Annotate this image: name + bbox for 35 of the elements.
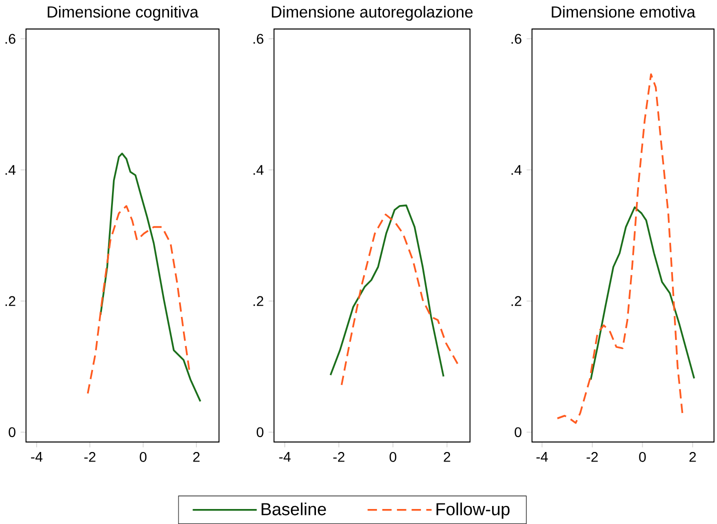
legend-label: Baseline	[262, 502, 326, 516]
x-tick-label: -2	[586, 452, 598, 462]
legend-label: Follow-up	[436, 502, 510, 519]
x-tick-label: 0	[639, 452, 646, 462]
x-tick-label: -4	[536, 452, 548, 462]
y-tick-label: .2	[6, 296, 16, 306]
y-tick-label: .2	[254, 296, 264, 306]
chart-title: Dimensione cognitiva	[48, 6, 198, 21]
line-series	[330, 204, 444, 378]
x-tick-label: 2	[444, 452, 450, 462]
line-series	[86, 205, 191, 394]
x-tick-label: -4	[279, 452, 291, 462]
line-series	[556, 73, 684, 424]
chart-title: Dimensione autoregolazione	[272, 6, 473, 21]
line-series	[340, 214, 460, 386]
x-tick-label: -2	[333, 452, 344, 462]
x-tick-label: -4	[31, 452, 42, 462]
line-series	[100, 152, 202, 402]
x-tick-label: 0	[140, 452, 146, 462]
chart-title: Dimensione emotiva	[552, 6, 696, 18]
line-series	[590, 206, 696, 381]
y-tick-label: 0	[256, 427, 264, 438]
x-tick-label: 2	[193, 452, 200, 462]
y-tick-label: .4	[512, 165, 522, 175]
y-tick-label: .6	[512, 34, 522, 44]
y-tick-label: .6	[254, 34, 264, 44]
y-tick-label: 0	[8, 427, 16, 438]
x-tick-label: -2	[84, 452, 96, 462]
x-tick-label: 0	[390, 452, 396, 462]
y-tick-label: .4	[254, 165, 264, 175]
y-tick-label: .4	[6, 165, 16, 175]
y-tick-label: 0	[514, 427, 522, 438]
x-tick-label: 2	[689, 452, 696, 462]
y-tick-label: .2	[512, 296, 522, 306]
y-tick-label: .6	[6, 34, 16, 44]
